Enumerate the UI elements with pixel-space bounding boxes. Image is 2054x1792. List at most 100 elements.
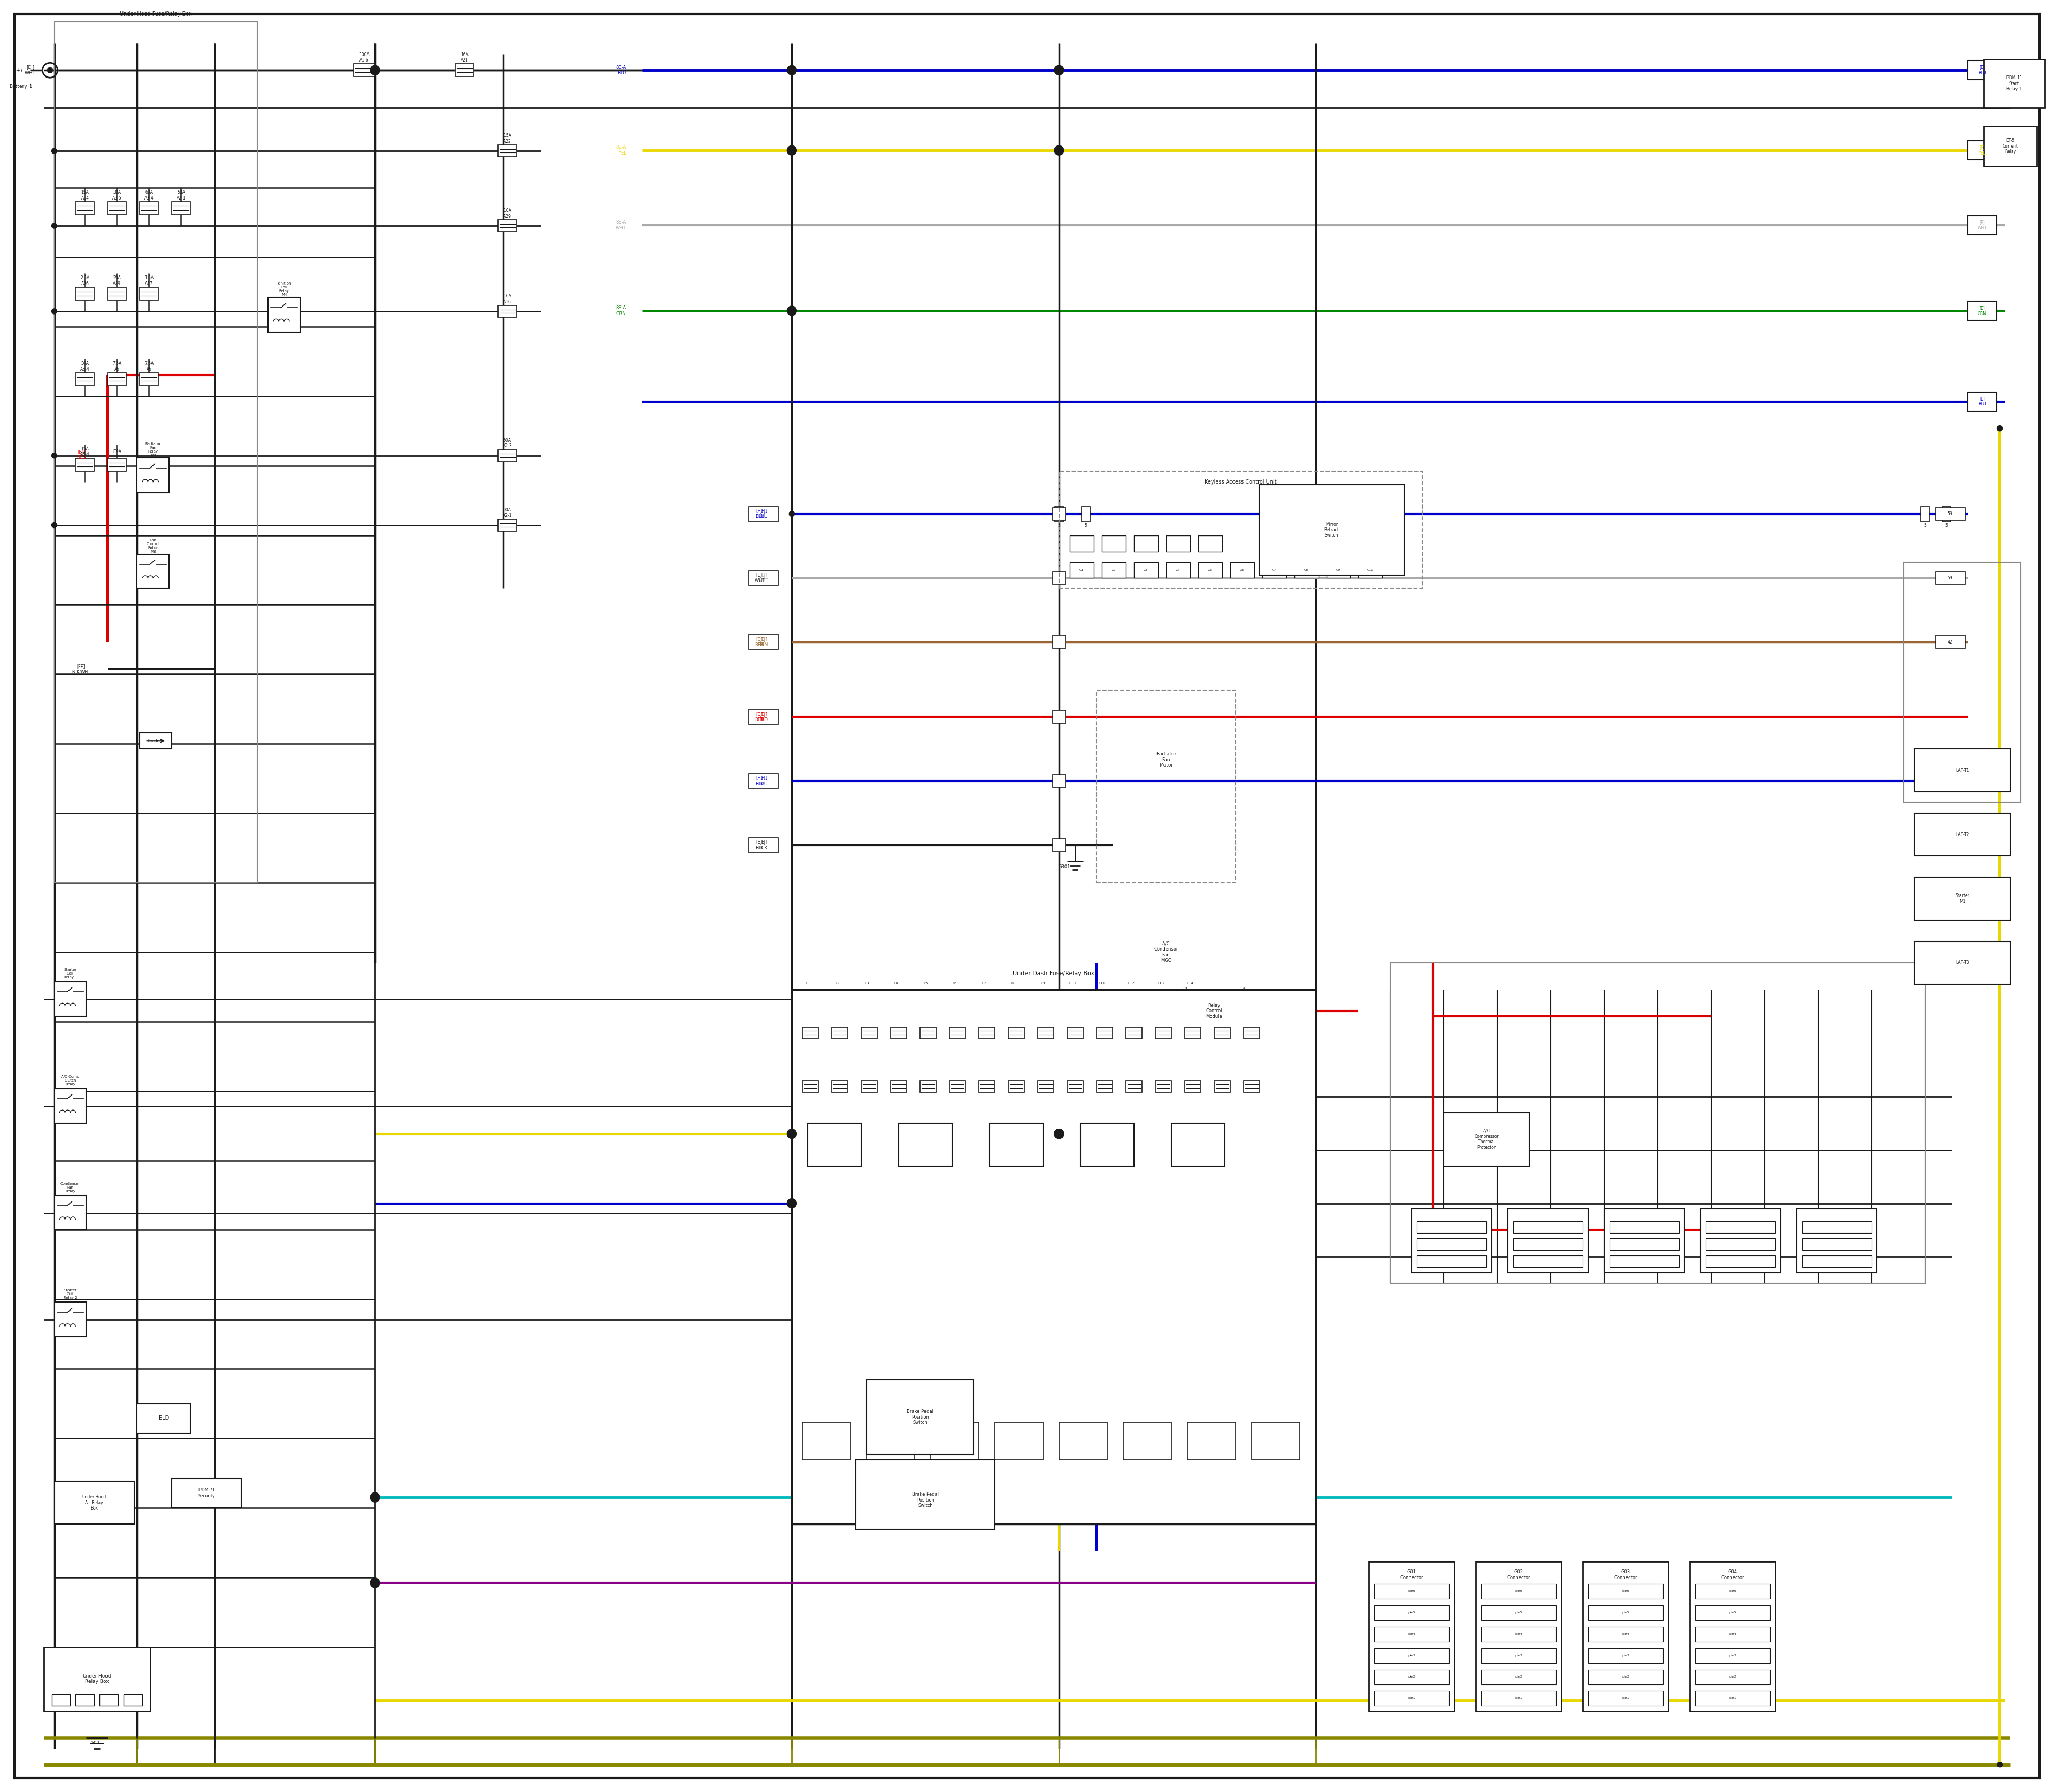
Text: [EJ]
RED: [EJ] RED bbox=[756, 711, 764, 722]
Text: Radiator
Fan
Relay
M9: Radiator Fan Relay M9 bbox=[146, 443, 160, 457]
Bar bbox=[1052, 636, 1066, 649]
Text: [EJ]
BLU: [EJ] BLU bbox=[756, 509, 764, 520]
Text: [EJ]
RED: [EJ] RED bbox=[76, 450, 86, 461]
Bar bbox=[1052, 572, 1066, 584]
Bar bbox=[1082, 507, 1091, 521]
Text: pin5: pin5 bbox=[1729, 1611, 1736, 1615]
Bar bbox=[1197, 536, 1222, 552]
Text: F1: F1 bbox=[805, 982, 809, 986]
Text: C1: C1 bbox=[1078, 568, 1085, 572]
Text: [EJ]
BLK: [EJ] BLK bbox=[756, 840, 764, 851]
Bar bbox=[353, 65, 376, 77]
Text: [EI]
WHT: [EI] WHT bbox=[25, 65, 35, 75]
Circle shape bbox=[51, 149, 58, 154]
Bar bbox=[1185, 1027, 1202, 1039]
Bar bbox=[1060, 471, 1423, 590]
Bar bbox=[1052, 774, 1066, 787]
Bar bbox=[750, 507, 778, 521]
Circle shape bbox=[1996, 426, 2003, 432]
Bar bbox=[1481, 1649, 1557, 1663]
Text: 7.5A
A5: 7.5A A5 bbox=[144, 362, 154, 371]
Text: Relay
Control
Module: Relay Control Module bbox=[1206, 1004, 1222, 1020]
Circle shape bbox=[1054, 145, 1064, 156]
Text: 10A
A29: 10A A29 bbox=[503, 208, 511, 219]
Text: pin3: pin3 bbox=[1729, 1654, 1736, 1658]
Bar bbox=[1514, 1256, 1584, 1267]
Bar bbox=[990, 1124, 1043, 1167]
Bar bbox=[76, 287, 94, 299]
Circle shape bbox=[51, 523, 58, 527]
Bar bbox=[1968, 142, 1996, 159]
Text: G01
Connector: G01 Connector bbox=[1401, 1570, 1423, 1581]
Text: pin1: pin1 bbox=[1729, 1697, 1736, 1699]
Text: C9: C9 bbox=[1335, 568, 1341, 572]
Circle shape bbox=[787, 1129, 797, 1138]
Text: Starter
Coil
Relay 2: Starter Coil Relay 2 bbox=[64, 1288, 78, 1299]
Bar bbox=[140, 287, 158, 299]
Text: LAF-T1: LAF-T1 bbox=[1955, 769, 1970, 772]
Bar bbox=[107, 202, 127, 215]
Text: F11: F11 bbox=[1099, 982, 1105, 986]
Bar bbox=[1187, 1423, 1234, 1460]
Text: A/C
Compressor
Thermal
Protector: A/C Compressor Thermal Protector bbox=[1475, 1129, 1499, 1150]
Bar bbox=[1797, 1208, 1877, 1272]
Text: [EJ]
WHT: [EJ] WHT bbox=[758, 573, 768, 582]
Bar bbox=[1705, 1222, 1775, 1233]
Bar bbox=[1411, 1208, 1491, 1272]
Bar bbox=[51, 1693, 70, 1706]
Text: C3: C3 bbox=[1144, 568, 1148, 572]
Bar bbox=[1374, 1649, 1450, 1663]
Bar bbox=[1801, 1222, 1871, 1233]
Bar bbox=[1588, 1584, 1664, 1598]
Bar bbox=[140, 733, 173, 749]
Bar bbox=[1481, 1584, 1557, 1598]
Bar bbox=[107, 373, 127, 385]
Bar bbox=[867, 1423, 914, 1460]
Text: 50A
A2-1: 50A A2-1 bbox=[177, 190, 187, 201]
Circle shape bbox=[787, 66, 797, 75]
Bar bbox=[1374, 1692, 1450, 1706]
Text: pin2: pin2 bbox=[1409, 1676, 1415, 1679]
Bar bbox=[861, 1027, 877, 1039]
Bar bbox=[1508, 1208, 1588, 1272]
Bar bbox=[173, 1478, 242, 1509]
Bar bbox=[1904, 563, 2021, 803]
Text: 20A
A39: 20A A39 bbox=[113, 276, 121, 287]
Bar bbox=[1935, 636, 1966, 649]
Bar bbox=[497, 520, 518, 530]
Text: Fan
Control
Relay
M8: Fan Control Relay M8 bbox=[146, 539, 160, 554]
Bar bbox=[1444, 1113, 1530, 1167]
Bar bbox=[1060, 1423, 1107, 1460]
Text: F2: F2 bbox=[836, 982, 840, 986]
Bar bbox=[1126, 1081, 1142, 1091]
Bar bbox=[1481, 1692, 1557, 1706]
Text: [EJ]
BLU: [EJ] BLU bbox=[760, 509, 768, 520]
Bar bbox=[1185, 1081, 1202, 1091]
Bar bbox=[1588, 1606, 1664, 1620]
Bar bbox=[1588, 1692, 1664, 1706]
Bar bbox=[1068, 1081, 1082, 1091]
Text: Battery: Battery bbox=[8, 84, 27, 88]
Bar bbox=[1701, 1208, 1781, 1272]
Bar bbox=[1914, 749, 2011, 792]
Bar bbox=[920, 1081, 937, 1091]
Text: Mirror
Retract
Switch: Mirror Retract Switch bbox=[1325, 521, 1339, 538]
Circle shape bbox=[1996, 1762, 2003, 1767]
Bar bbox=[1052, 507, 1066, 520]
Bar bbox=[750, 570, 778, 586]
Bar bbox=[1370, 1561, 1454, 1711]
Bar bbox=[1052, 839, 1066, 851]
Bar bbox=[1935, 572, 1966, 584]
Bar bbox=[861, 1081, 877, 1091]
Circle shape bbox=[789, 1131, 795, 1136]
Bar bbox=[949, 1027, 965, 1039]
Bar bbox=[53, 1482, 134, 1523]
Bar bbox=[138, 457, 168, 493]
Bar bbox=[53, 22, 257, 883]
Text: [EJ]
BLU: [EJ] BLU bbox=[760, 776, 768, 787]
Bar bbox=[1514, 1222, 1584, 1233]
Text: pin5: pin5 bbox=[1623, 1611, 1629, 1615]
Bar bbox=[1690, 1561, 1775, 1711]
Bar bbox=[1968, 61, 1996, 81]
Text: 4: 4 bbox=[1243, 987, 1245, 993]
